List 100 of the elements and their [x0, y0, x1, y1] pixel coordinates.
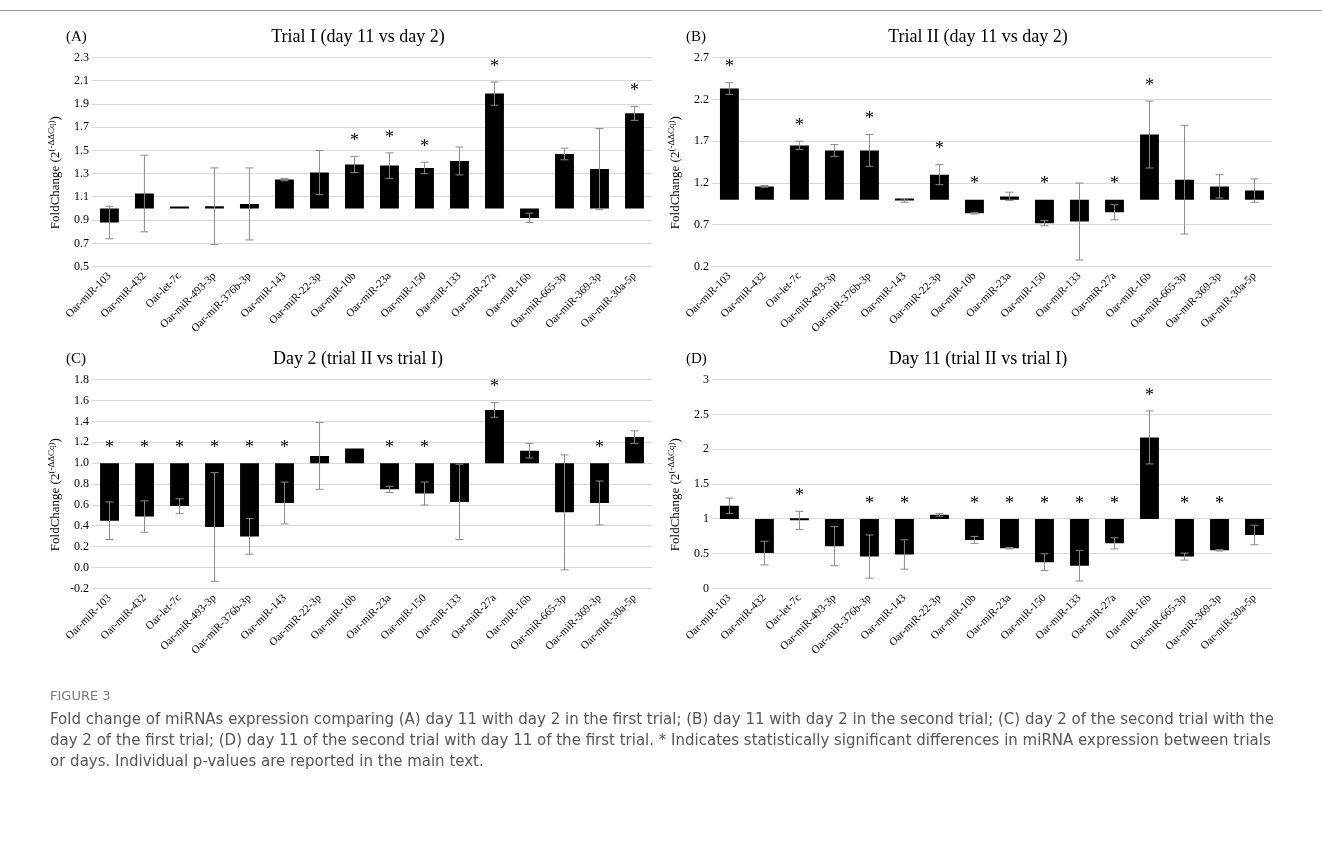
bar	[859, 150, 879, 200]
y-tick-label: 0.9	[73, 212, 89, 227]
data-label: *	[419, 135, 429, 156]
bar	[100, 463, 119, 521]
data-label: *	[864, 108, 874, 129]
bar	[1070, 199, 1089, 222]
y-tick-label: 0.7	[73, 235, 89, 250]
bar	[929, 174, 949, 200]
data-label: *	[420, 436, 430, 457]
bar	[754, 186, 774, 200]
y-tick-label: 0.8	[74, 476, 90, 491]
bar	[1140, 134, 1159, 200]
y-tick-label: 2.2	[693, 91, 709, 106]
bar	[1035, 199, 1054, 224]
bar	[520, 208, 539, 218]
bar	[205, 463, 224, 527]
bar	[1245, 190, 1264, 200]
data-label: *	[1004, 492, 1014, 513]
bar	[965, 199, 984, 214]
bar	[415, 463, 434, 494]
text: FIGURE 3	[50, 688, 112, 703]
bar	[1175, 518, 1194, 557]
bar	[274, 179, 294, 209]
y-tick-label: 2.3	[73, 49, 89, 64]
data-label: *	[210, 436, 220, 457]
y-tick-label: 0.2	[74, 539, 90, 553]
data-label: *	[969, 173, 979, 194]
bar	[450, 160, 469, 209]
y-tick-label: 1.2	[74, 434, 90, 449]
bar	[134, 193, 154, 209]
y-tick-label: 0.2	[693, 258, 709, 273]
y-tick-label: 0.0	[74, 559, 90, 574]
bar	[275, 463, 294, 503]
data-label: *	[245, 436, 255, 457]
bar	[1245, 518, 1264, 535]
bar	[555, 154, 574, 209]
data-label: *	[794, 114, 804, 135]
bar	[719, 88, 739, 200]
bar	[99, 208, 119, 223]
bar	[170, 463, 189, 507]
data-label: *	[385, 436, 395, 457]
bar	[965, 518, 984, 540]
bar	[625, 113, 644, 209]
y-tick-label: 1.1	[73, 189, 89, 204]
bar	[240, 463, 259, 537]
bar	[894, 518, 914, 555]
text: (C)	[66, 350, 86, 368]
y-tick-label: 1.0	[74, 455, 90, 470]
y-tick-label: 0.7	[693, 217, 709, 231]
bar	[859, 518, 879, 557]
bar	[415, 167, 434, 209]
data-label: *	[175, 436, 185, 457]
bar	[555, 463, 574, 513]
data-label: *	[864, 492, 874, 513]
y-tick-label: 0.4	[74, 518, 90, 533]
chart-title: Day 11 (trial II vs trial I)	[888, 347, 1068, 369]
data-label: *	[794, 485, 804, 506]
text: (D)	[686, 350, 707, 368]
chart-title: Day 2 (trial II vs trial I)	[273, 347, 443, 369]
data-label: *	[934, 138, 944, 159]
data-label: *	[490, 376, 500, 397]
y-tick-label: 0	[702, 580, 709, 595]
bar	[590, 169, 609, 209]
y-tick-label: 0.5	[73, 258, 89, 273]
bar	[380, 463, 399, 490]
y-tick-label: 2.5	[693, 406, 709, 421]
bar	[824, 150, 844, 200]
data-label: *	[1109, 492, 1119, 513]
bar	[345, 448, 364, 464]
data-label: *	[1179, 492, 1189, 513]
bar	[625, 437, 644, 464]
data-label: *	[899, 492, 909, 513]
bar	[1140, 437, 1159, 519]
text: (B)	[686, 28, 706, 46]
y-tick-label: 0.5	[693, 545, 709, 560]
bar	[1105, 199, 1124, 213]
y-tick-label: 1.8	[74, 371, 90, 386]
chart-title: Trial I (day 11 vs day 2)	[271, 25, 445, 47]
bar	[1000, 196, 1019, 200]
bar	[135, 463, 154, 517]
bar	[824, 518, 844, 547]
y-tick-label: 1.4	[74, 413, 90, 428]
bar	[485, 409, 504, 464]
y-tick-label: 1.5	[73, 142, 89, 157]
bar	[789, 145, 809, 200]
data-label: *	[1144, 384, 1154, 405]
bar	[719, 505, 739, 519]
data-label: *	[1144, 74, 1154, 95]
data-label: *	[280, 436, 290, 457]
data-label: *	[489, 55, 499, 76]
y-tick-label: 1.2	[693, 175, 709, 190]
data-label: *	[1039, 173, 1049, 194]
data-label: *	[595, 436, 604, 457]
bar	[204, 206, 224, 209]
y-tick-label: 1.5	[693, 476, 709, 491]
bar	[1175, 179, 1194, 200]
y-tick-label: 3	[702, 371, 709, 386]
data-label: *	[105, 436, 115, 457]
bar	[239, 203, 259, 209]
y-tick-label: 2.1	[73, 72, 89, 87]
